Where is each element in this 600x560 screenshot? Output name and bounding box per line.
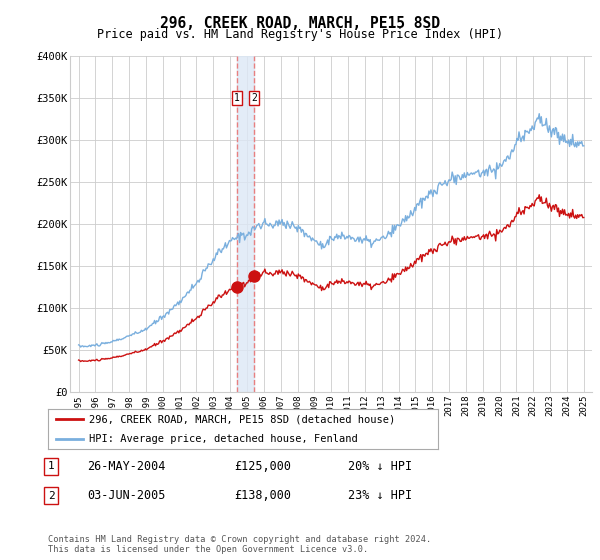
Bar xyxy=(237,56,254,392)
Text: Price paid vs. HM Land Registry's House Price Index (HPI): Price paid vs. HM Land Registry's House … xyxy=(97,28,503,41)
Text: 26-MAY-2004: 26-MAY-2004 xyxy=(87,460,166,473)
Text: 296, CREEK ROAD, MARCH, PE15 8SD (detached house): 296, CREEK ROAD, MARCH, PE15 8SD (detach… xyxy=(89,414,395,424)
Text: 2: 2 xyxy=(47,491,55,501)
Text: £125,000: £125,000 xyxy=(234,460,291,473)
Text: 23% ↓ HPI: 23% ↓ HPI xyxy=(348,489,412,502)
Text: 2: 2 xyxy=(251,93,257,103)
Text: 1: 1 xyxy=(47,461,55,472)
Text: Contains HM Land Registry data © Crown copyright and database right 2024.
This d: Contains HM Land Registry data © Crown c… xyxy=(48,535,431,554)
Text: 1: 1 xyxy=(234,93,240,103)
Text: 296, CREEK ROAD, MARCH, PE15 8SD: 296, CREEK ROAD, MARCH, PE15 8SD xyxy=(160,16,440,31)
Text: 03-JUN-2005: 03-JUN-2005 xyxy=(87,489,166,502)
Text: 20% ↓ HPI: 20% ↓ HPI xyxy=(348,460,412,473)
Text: HPI: Average price, detached house, Fenland: HPI: Average price, detached house, Fenl… xyxy=(89,433,358,444)
Text: £138,000: £138,000 xyxy=(234,489,291,502)
